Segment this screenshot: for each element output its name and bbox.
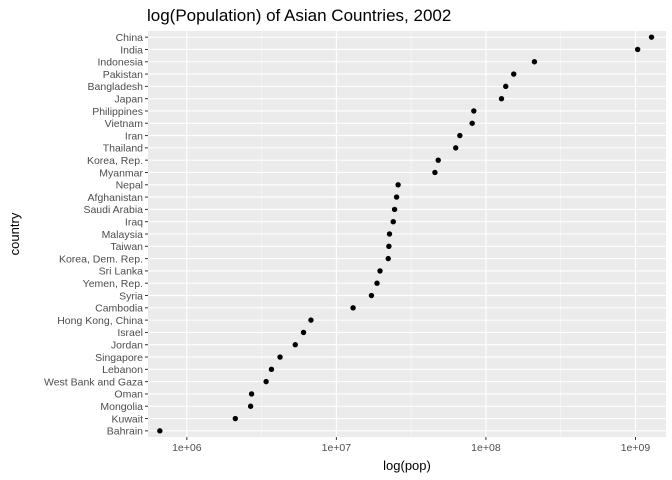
data-point	[511, 71, 517, 77]
y-tick-label: Israel	[117, 327, 143, 339]
data-point	[531, 59, 538, 65]
x-tick-label: 1e+08	[471, 442, 501, 454]
y-tick-label: Malaysia	[102, 229, 144, 241]
y-tick-label: Bahrain	[107, 426, 143, 438]
data-point	[232, 415, 239, 422]
y-axis-title: country	[7, 212, 22, 255]
y-tick-label: Thailand	[103, 143, 143, 155]
y-tick-label: West Bank and Gaza	[44, 376, 143, 388]
y-tick-label: Japan	[114, 93, 143, 105]
data-point	[308, 317, 314, 323]
data-point	[386, 243, 392, 250]
y-tick-label: Oman	[114, 389, 143, 401]
y-tick-label: China	[116, 32, 144, 44]
data-point	[386, 231, 393, 237]
data-point	[435, 157, 441, 163]
data-point	[453, 145, 459, 151]
y-tick-label: India	[120, 44, 143, 56]
y-tick-label: Sri Lanka	[99, 266, 144, 278]
data-point	[393, 194, 400, 200]
data-point	[277, 354, 283, 360]
data-point	[469, 120, 475, 126]
y-tick-label: Hong Kong, China	[57, 315, 143, 327]
y-tick-label: Indonesia	[97, 57, 143, 69]
x-axis-title: log(pop)	[383, 458, 431, 473]
data-point	[385, 255, 391, 262]
y-tick-label: Saudi Arabia	[83, 204, 143, 216]
y-tick-label: Korea, Rep.	[87, 155, 143, 167]
y-tick-label: Kuwait	[111, 413, 143, 425]
data-point	[292, 342, 298, 348]
y-tick-label: Philippines	[92, 106, 143, 118]
y-tick-label: Cambodia	[95, 303, 143, 315]
y-tick-label: Bangladesh	[88, 81, 144, 93]
data-point	[498, 95, 505, 102]
y-tick-label: Korea, Dem. Rep.	[59, 253, 143, 265]
data-point	[377, 268, 383, 274]
data-point	[157, 428, 163, 434]
y-tick-label: Jordan	[111, 340, 143, 352]
data-point	[300, 329, 307, 336]
data-point	[247, 403, 254, 409]
y-tick-label: Iran	[125, 130, 143, 142]
x-tick-label: 1e+06	[172, 442, 202, 454]
y-tick-label: Afghanistan	[88, 192, 144, 204]
data-point	[471, 108, 477, 114]
y-tick-label: Yemen, Rep.	[83, 278, 143, 290]
y-tick-label: Singapore	[95, 352, 143, 364]
data-point	[391, 206, 398, 213]
data-point	[248, 391, 255, 397]
y-tick-label: Vietnam	[105, 118, 144, 130]
y-tick-label: Taiwan	[110, 241, 143, 253]
data-point	[457, 132, 463, 139]
data-point	[432, 169, 438, 176]
data-point	[268, 366, 275, 373]
chart-title: log(Population) of Asian Countries, 2002	[147, 6, 451, 25]
y-tick-label: Lebanon	[102, 364, 143, 376]
grid-major	[148, 31, 666, 437]
data-point	[374, 280, 380, 286]
y-tick-label: Nepal	[116, 180, 143, 192]
y-tick-label: Pakistan	[103, 69, 143, 81]
data-point	[395, 182, 401, 188]
data-point	[390, 218, 396, 225]
data-points	[157, 34, 655, 434]
y-tick-label: Iraq	[125, 216, 143, 228]
y-tick-label: Myanmar	[99, 167, 143, 179]
y-tick-label: Syria	[119, 290, 143, 302]
x-tick-label: 1e+07	[322, 442, 352, 454]
data-point	[648, 34, 655, 40]
data-point	[263, 378, 269, 385]
x-axis-ticks: 1e+06 1e+07 1e+08 1e+09	[172, 437, 650, 454]
data-point	[368, 292, 375, 299]
y-tick-label: Mongolia	[100, 401, 143, 413]
x-tick-label: 1e+09	[621, 442, 651, 454]
data-point	[634, 46, 641, 53]
data-point	[503, 83, 509, 90]
y-axis-ticks: ChinaIndiaIndonesiaPakistanBangladeshJap…	[44, 32, 148, 438]
data-point	[350, 305, 356, 311]
